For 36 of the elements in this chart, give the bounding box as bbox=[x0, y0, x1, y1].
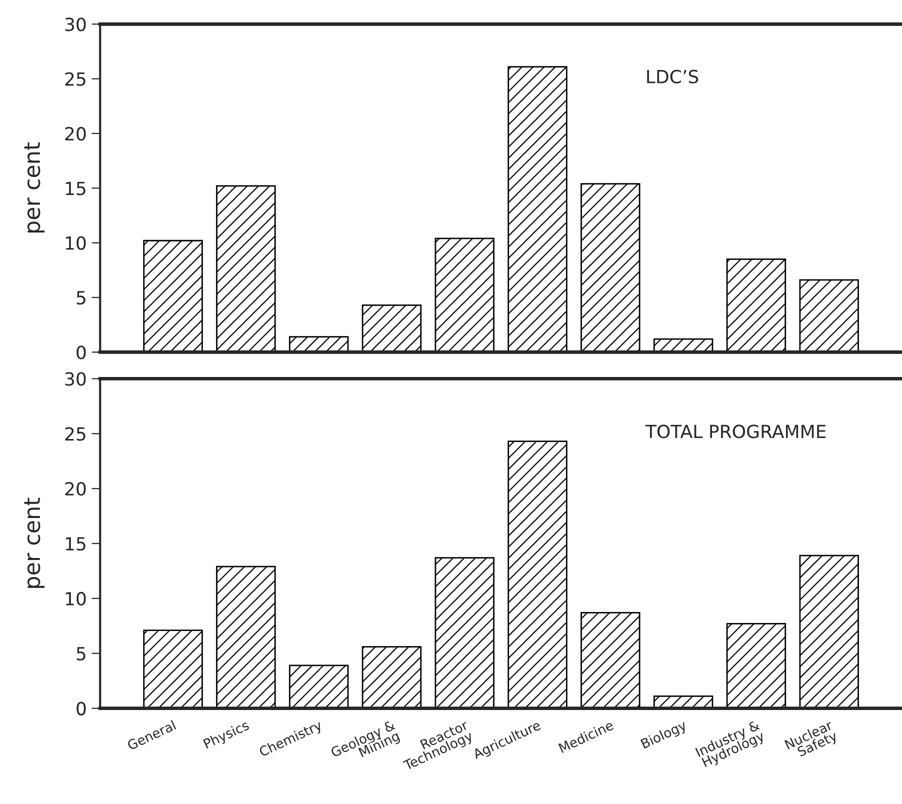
bar bbox=[362, 304, 422, 352]
y-axis-title: per cent bbox=[24, 498, 45, 588]
bar bbox=[434, 557, 494, 708]
bar bbox=[726, 623, 786, 708]
bar bbox=[216, 185, 276, 352]
bar bbox=[726, 258, 786, 352]
y-axis-title: per cent bbox=[24, 142, 45, 232]
bar bbox=[362, 646, 422, 708]
text: LDC’S bbox=[647, 70, 698, 84]
y-tick-label: 15 bbox=[66, 182, 86, 196]
text: TOTAL PROGRAMME bbox=[645, 424, 826, 438]
bar bbox=[288, 664, 349, 708]
y-tick-label: 5 bbox=[76, 647, 86, 660]
y-tick-label: 30 bbox=[65, 372, 86, 386]
bar bbox=[508, 440, 568, 708]
y-tick-label: 20 bbox=[65, 482, 86, 496]
y-tick-label: 5 bbox=[76, 291, 86, 305]
bar bbox=[288, 336, 349, 352]
y-tick-label: 20 bbox=[65, 126, 86, 141]
bar bbox=[508, 66, 568, 352]
y-tick-label: 0 bbox=[76, 346, 86, 360]
y-tick-label: 10 bbox=[66, 592, 86, 606]
bar bbox=[580, 612, 640, 708]
bar bbox=[799, 554, 859, 708]
bar bbox=[143, 240, 203, 352]
bar bbox=[799, 279, 859, 352]
bar bbox=[434, 238, 494, 352]
y-tick-label: 15 bbox=[66, 537, 86, 551]
y-tick-label: 10 bbox=[66, 236, 86, 250]
bar bbox=[216, 566, 276, 708]
y-tick-label: 30 bbox=[65, 18, 86, 32]
bar bbox=[580, 183, 640, 352]
bar bbox=[143, 630, 203, 708]
y-tick-label: 0 bbox=[76, 702, 86, 716]
y-tick-label: 25 bbox=[65, 427, 86, 441]
y-tick-label: 25 bbox=[65, 72, 86, 86]
